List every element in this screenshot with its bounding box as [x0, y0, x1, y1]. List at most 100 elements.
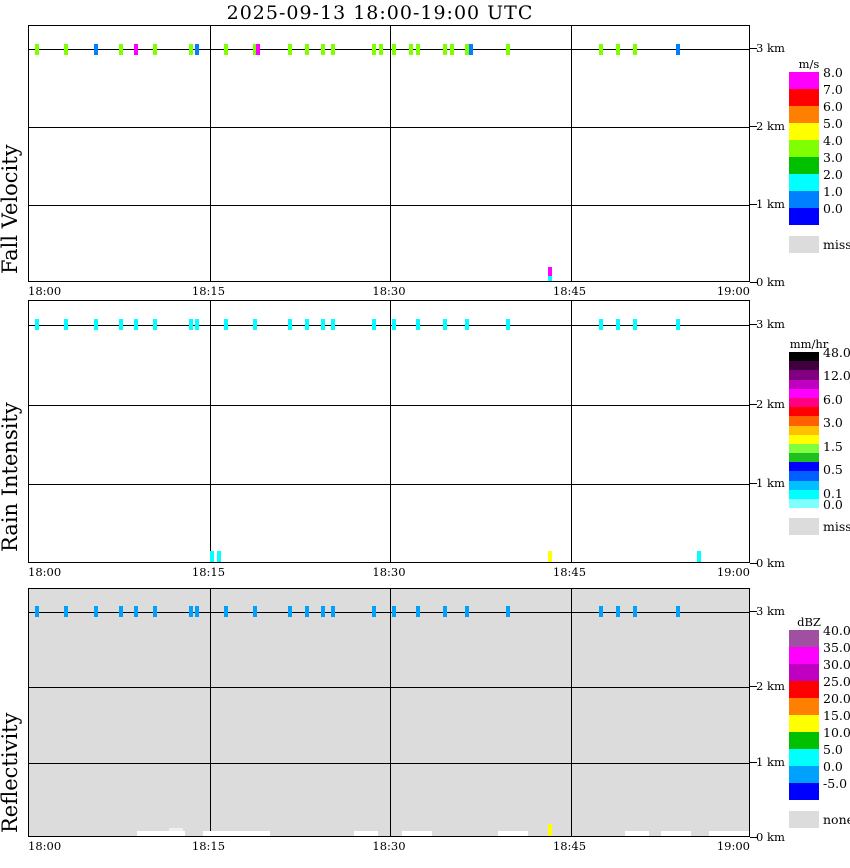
x-tick-label-2: 18:30 — [372, 565, 406, 579]
colorbar-tick-label: 6.0 — [823, 391, 843, 407]
gridline-v-30min — [390, 26, 391, 281]
colorbar-swatch — [789, 499, 819, 509]
data-mark — [216, 551, 221, 562]
data-mark — [35, 319, 40, 331]
colorbar-missing-label: none — [823, 812, 850, 827]
colorbar-swatch — [789, 397, 819, 408]
colorbar-swatch — [789, 783, 819, 800]
colorbar-swatch — [789, 630, 819, 647]
data-mark — [195, 43, 200, 55]
y-tick-label-2km: 2 km — [756, 396, 785, 411]
data-mark — [223, 43, 228, 55]
y-tick-label-2km: 2 km — [756, 119, 785, 134]
data-mark — [93, 43, 98, 55]
gridline-h-2km — [29, 127, 749, 129]
colorbar-swatch — [789, 462, 819, 472]
data-mark — [189, 43, 194, 55]
colorbar-missing-label: miss — [823, 237, 850, 252]
data-mark — [256, 43, 261, 55]
colorbar-swatch — [789, 434, 819, 444]
page-title: 2025-09-13 18:00-19:00 UTC — [226, 2, 534, 24]
data-mark — [35, 43, 40, 55]
data-mark — [633, 319, 638, 331]
data-mark — [252, 319, 257, 331]
x-tick-label-2: 18:30 — [372, 839, 406, 853]
colorbar-swatch — [789, 698, 819, 715]
data-mark — [331, 606, 336, 618]
data-mark — [93, 319, 98, 331]
data-mark — [464, 319, 469, 331]
colorbar-tick-label: 0.0 — [823, 201, 843, 216]
colorbar-tick-label: 0.1 — [823, 485, 843, 501]
colorbar-missing-swatch — [789, 811, 819, 828]
y-tickmark — [750, 48, 757, 50]
data-mark — [93, 606, 98, 618]
data-mark — [442, 606, 447, 618]
colorbar-missing-swatch — [789, 518, 819, 536]
colorbar-swatch — [789, 471, 819, 481]
colorbar-tick-label: 30.0 — [823, 657, 850, 672]
data-mark — [469, 43, 474, 55]
colorbar-tick-label: 35.0 — [823, 640, 850, 655]
y-tick-label-2km: 2 km — [756, 679, 785, 694]
x-tick-label-3: 18:45 — [552, 839, 587, 853]
colorbar-tick-label: 48.0 — [823, 345, 850, 360]
gridline-v-15min — [209, 301, 211, 562]
y-tickmark — [750, 323, 757, 325]
data-mark — [35, 606, 40, 618]
gridline-v-30min — [390, 589, 391, 836]
panel-fall-velocity-axis-label: Fall Velocity — [0, 143, 22, 274]
data-mark — [252, 606, 257, 618]
data-mark — [133, 606, 138, 618]
x-tick-label-0: 18:00 — [28, 565, 62, 579]
colorbar-tick-label: 7.0 — [823, 82, 843, 97]
data-mark — [416, 319, 421, 331]
gridline-v-30min — [390, 301, 391, 562]
data-mark — [392, 43, 397, 55]
data-mark — [331, 43, 336, 55]
data-mark — [599, 319, 604, 331]
gridline-v-45min — [570, 589, 572, 836]
plot-area-reflectivity[interactable] — [28, 588, 750, 837]
colorbar-swatches — [789, 352, 819, 509]
colorbar-swatch — [789, 89, 819, 106]
colorbar-tick-label: 15.0 — [823, 708, 850, 723]
data-mark — [599, 606, 604, 618]
data-mark — [195, 606, 200, 618]
colorbar-tick-label: 4.0 — [823, 133, 843, 148]
colorbar-swatch — [789, 174, 819, 191]
colorbar-unit-rain-intensity: mm/hr — [789, 337, 829, 351]
panel-reflectivity-axis-label: Reflectivity — [0, 712, 22, 833]
gridline-v-15min — [209, 589, 211, 836]
colorbar-swatch — [789, 370, 819, 380]
data-mark — [442, 319, 447, 331]
data-mark — [304, 319, 309, 331]
data-mark — [409, 43, 414, 55]
colorbar-swatch — [789, 407, 819, 417]
data-mark — [676, 43, 681, 55]
colorbar-swatch — [789, 72, 819, 89]
data-mark — [442, 43, 447, 55]
panel-reflectivity: Reflectivity 3 km 2 km 1 km 0 km 18:00 18:15 18… — [0, 588, 850, 861]
data-mark — [547, 551, 552, 562]
x-tick-label-4: 19:00 — [716, 839, 750, 853]
data-mark — [304, 606, 309, 618]
colorbar-swatch — [789, 480, 819, 490]
colorbar-swatch — [789, 140, 819, 157]
colorbar-swatch — [789, 123, 819, 140]
colorbar-swatch — [789, 157, 819, 174]
data-mark — [416, 43, 421, 55]
data-mark — [223, 319, 228, 331]
plot-area-fall-velocity[interactable] — [28, 25, 750, 282]
gridline-v-45min — [570, 301, 572, 562]
y-tick-label-3km: 3 km — [756, 41, 785, 56]
data-mark — [331, 319, 336, 331]
gridline-h-1km — [29, 484, 749, 486]
y-tickmark — [750, 403, 757, 405]
plot-area-rain-intensity[interactable] — [28, 300, 750, 563]
data-mark — [63, 606, 68, 618]
colorbar-tick-label: 8.0 — [823, 65, 843, 80]
data-mark — [287, 43, 292, 55]
clear-air-segment — [402, 831, 433, 836]
colorbar-swatches — [789, 630, 819, 800]
